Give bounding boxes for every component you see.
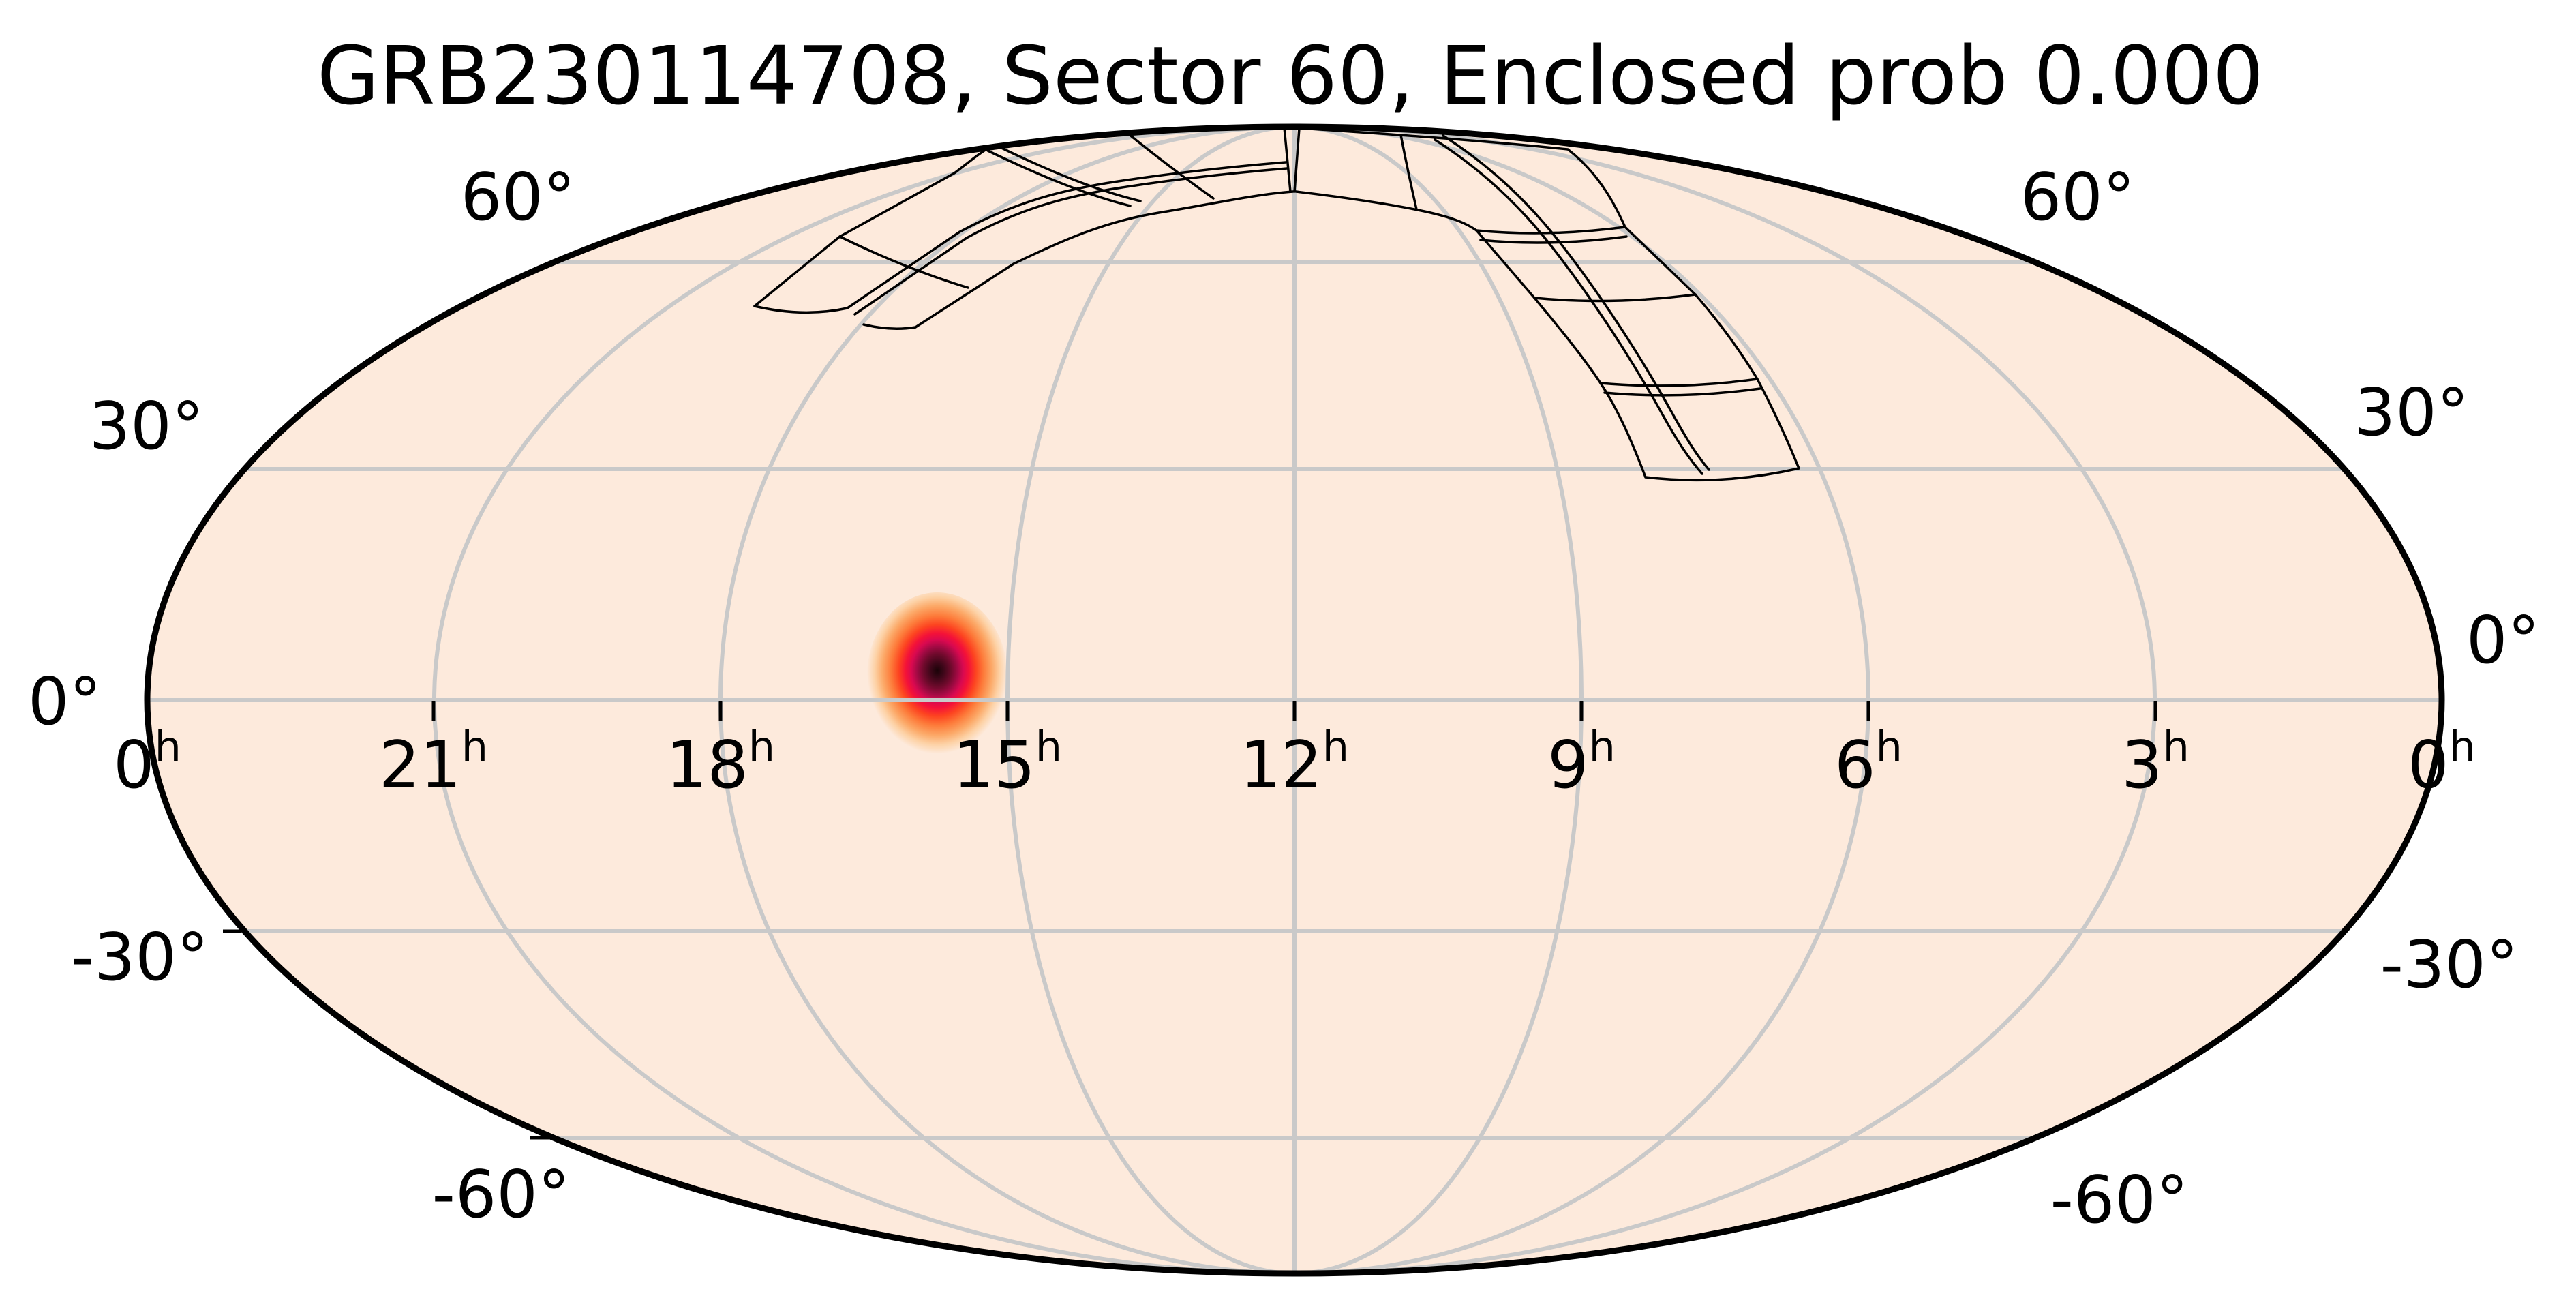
declination-labels-right: 60° 30° 0° -30° -60° — [2020, 160, 2540, 1238]
footprint-right-pole-rung — [1399, 134, 1418, 211]
lat-label-left-30: 30° — [89, 389, 204, 464]
footprint-right-end-cap — [1644, 467, 1800, 482]
footprint-left-camera-gap-b — [996, 145, 1142, 202]
lat-label-left-m30: -30° — [71, 920, 209, 995]
lat-label-right-0: 0° — [2466, 603, 2540, 678]
footprint-pole-sliver — [1283, 126, 1301, 193]
probability-hotspot — [867, 592, 1007, 759]
footprint-right-ccd-rung — [1533, 293, 1697, 303]
hour-label-6h: 6h — [1834, 722, 1903, 803]
map-boundary — [144, 123, 2445, 1277]
lat-label-right-m60: -60° — [2050, 1163, 2189, 1238]
footprint-left-center-gap-b — [853, 167, 1288, 316]
hour-label-18h: 18h — [666, 722, 775, 803]
footprint-left-ccd-rung — [838, 235, 969, 289]
declination-labels-left: 60° 30° 0° -30° -60° — [28, 160, 575, 1233]
footprint-left-inner-edge — [914, 190, 1294, 329]
figure-title: GRB230114708, Sector 60, Enclosed prob 0… — [317, 29, 2264, 123]
footprint-left-pole-rung — [1123, 130, 1215, 200]
footprint-left-end-cap — [753, 305, 917, 330]
hour-label-15h: 15h — [953, 722, 1062, 803]
footprint-right-camera-gap-1 — [1475, 226, 1628, 244]
hour-label-21h: 21h — [379, 722, 488, 803]
lat-label-right-60: 60° — [2020, 160, 2135, 235]
hour-labels: 0h 21h 18h 15h 12h 9h 6h 3h 0h — [113, 722, 2476, 803]
hour-label-0h-right: 0h — [2408, 722, 2476, 803]
footprint-left-camera-gap-a — [986, 149, 1132, 207]
lat-label-left-0: 0° — [28, 665, 102, 740]
hour-label-12h: 12h — [1240, 722, 1349, 803]
lat-label-right-m30: -30° — [2380, 928, 2519, 1003]
tick-marks — [223, 701, 2157, 1140]
footprint-right-outer-edge — [1298, 127, 1800, 470]
hour-label-0h-left: 0h — [113, 722, 181, 803]
hour-label-3h: 3h — [2121, 722, 2189, 803]
footprint-left-center-gap-a — [846, 161, 1287, 309]
footprint-right-center-gap-b — [1442, 134, 1710, 471]
lat-label-right-30: 30° — [2354, 376, 2469, 451]
lat-label-left-60: 60° — [461, 160, 575, 235]
hour-label-9h: 9h — [1547, 722, 1616, 803]
lat-label-left-m60: -60° — [432, 1158, 571, 1233]
footprint-right-camera-gap-2 — [1599, 378, 1761, 397]
